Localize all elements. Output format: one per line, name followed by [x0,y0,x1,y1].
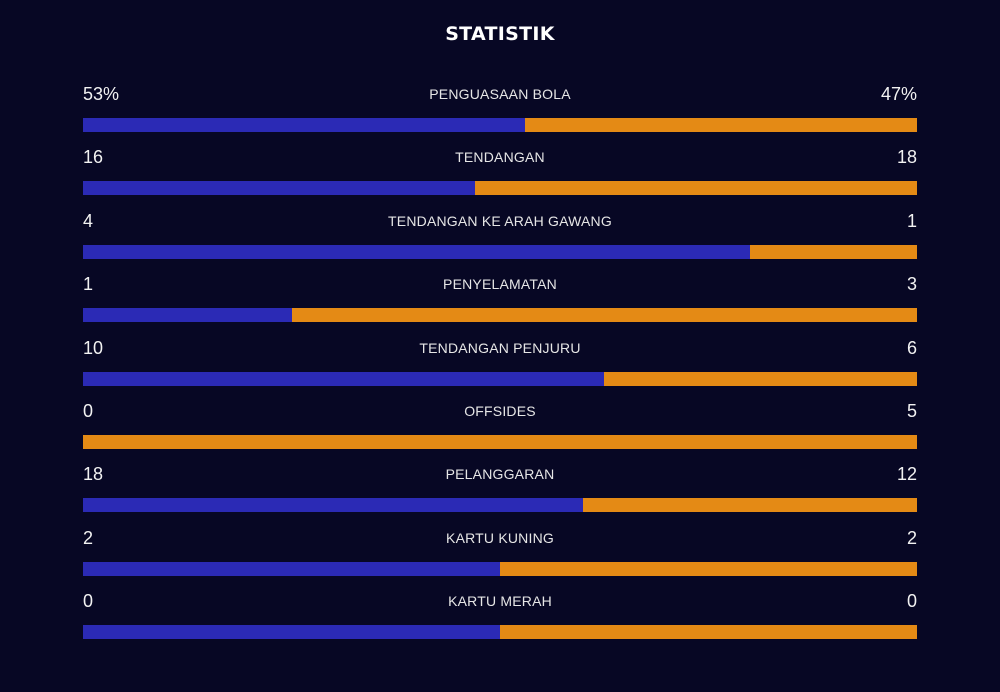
home-value: 1 [83,274,94,295]
stat-row: 53% PENGUASAAN BOLA 47% [83,80,917,143]
comparison-bar [83,561,917,576]
stat-label: TENDANGAN [455,149,545,166]
away-value: 1 [906,210,917,231]
home-bar-segment [83,625,500,640]
home-value: 2 [83,527,94,548]
stat-row: 16 TENDANGAN 18 [83,143,917,206]
stat-label: KARTU KUNING [446,529,554,546]
stats-list: 53% PENGUASAAN BOLA 47% 16 TENDANGAN 18 … [83,80,917,651]
home-bar-segment [83,308,292,323]
away-bar-segment [525,118,917,132]
away-value: 0 [906,591,917,612]
home-value: 16 [83,147,104,168]
home-bar-segment [83,181,476,196]
away-value: 5 [906,400,917,421]
away-bar-segment [750,244,917,259]
away-value: 47% [880,84,917,104]
home-bar-segment [83,244,751,259]
comparison-bar [83,308,917,323]
away-bar-segment [500,561,917,576]
home-value: 0 [83,591,94,612]
stat-row: 4 TENDANGAN KE ARAH GAWANG 1 [83,207,917,270]
away-value: 6 [906,337,917,358]
away-bar-segment [604,371,917,386]
stat-label: TENDANGAN KE ARAH GAWANG [388,212,612,229]
home-value: 10 [83,337,104,358]
stat-label: TENDANGAN PENJURU [419,339,581,356]
away-bar-segment [583,498,917,513]
comparison-bar [83,371,917,386]
stat-label: PENYELAMATAN [443,276,557,293]
comparison-bar [83,625,917,640]
home-bar-segment [83,498,584,513]
comparison-bar [83,244,917,259]
home-value: 53% [83,84,120,104]
away-bar-segment [500,625,917,640]
stat-label: PENGUASAAN BOLA [429,86,571,102]
stat-label: PELANGGARAN [445,466,555,483]
stats-title: STATISTIK [445,23,555,45]
stat-row: 0 KARTU MERAH 0 [83,587,917,650]
stat-label: KARTU MERAH [448,593,552,610]
away-value: 2 [906,527,917,548]
home-bar-segment [83,371,605,386]
stat-row: 18 PELANGGARAN 12 [83,460,917,523]
away-value: 12 [896,464,917,485]
comparison-bar [83,181,917,196]
home-value: 0 [83,400,94,421]
home-value: 4 [83,210,94,231]
away-bar-segment [475,181,917,196]
home-bar-segment [83,118,526,132]
stat-row: 1 PENYELAMATAN 3 [83,270,917,333]
stat-row: 0 OFFSIDES 5 [83,397,917,460]
home-value: 18 [83,464,104,485]
away-value: 18 [896,147,917,168]
comparison-bar [83,498,917,513]
home-bar-segment [83,561,500,576]
comparison-bar [83,118,917,132]
stat-label: OFFSIDES [464,402,536,419]
comparison-bar [83,434,917,449]
away-value: 3 [906,274,917,295]
away-bar-segment [291,308,917,323]
away-bar-segment [83,434,917,449]
stat-row: 2 KARTU KUNING 2 [83,524,917,587]
stat-row: 10 TENDANGAN PENJURU 6 [83,334,917,397]
